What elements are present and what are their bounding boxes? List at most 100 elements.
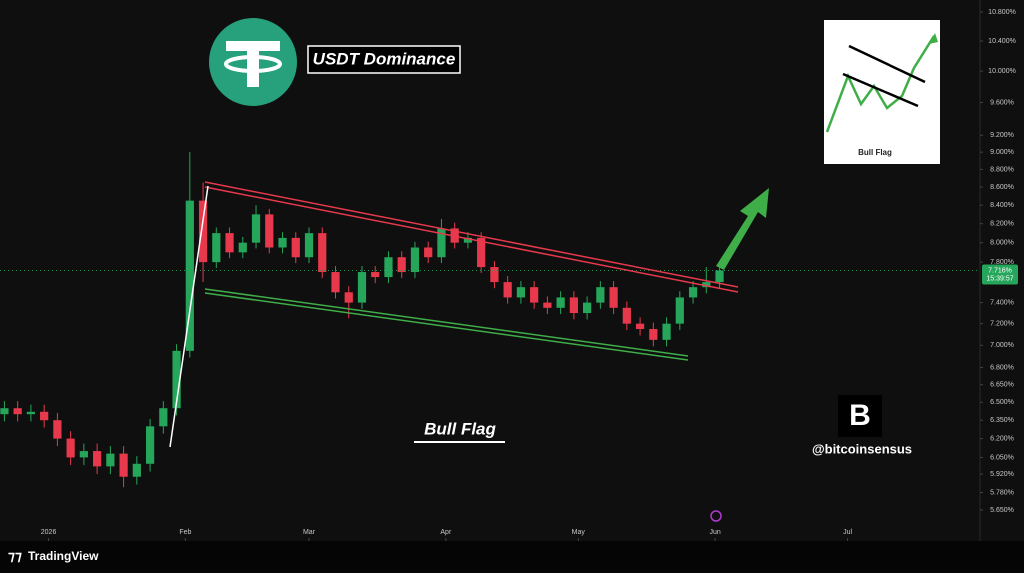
inset-label: Bull Flag — [858, 148, 892, 157]
x-tick-label: Feb — [179, 529, 191, 536]
brand-icon: ⁊⁊ — [8, 548, 22, 564]
candle-body — [715, 270, 724, 283]
candle-body — [622, 307, 631, 324]
y-tick-label: 6.500% — [990, 399, 1014, 406]
candle-body — [635, 323, 645, 330]
y-tick-label: 5.920% — [990, 471, 1014, 478]
candle-body — [437, 228, 446, 258]
x-tick-label: Mar — [303, 529, 316, 536]
y-tick-label: 6.650% — [990, 382, 1014, 389]
candle-body — [662, 323, 671, 340]
lower-trendline — [204, 288, 689, 357]
y-tick-label: 7.200% — [990, 321, 1014, 328]
y-tick-label: 8.000% — [990, 240, 1014, 247]
y-tick-label: 8.400% — [990, 202, 1014, 209]
candle-body — [291, 237, 300, 258]
inset-pattern — [825, 35, 936, 133]
candle-body — [516, 287, 526, 298]
candle-body — [172, 350, 181, 409]
x-tick-label: Apr — [440, 529, 452, 536]
candle-body — [278, 237, 287, 248]
candle-body — [583, 302, 592, 314]
candle-body — [93, 451, 102, 467]
candle-body — [79, 451, 88, 458]
y-tick-label: 7.000% — [990, 342, 1014, 349]
candle-body — [530, 287, 539, 303]
y-tick-label: 6.050% — [990, 454, 1014, 461]
countdown: 15:39:57 — [986, 275, 1013, 282]
last-price-box — [982, 264, 1018, 285]
title: USDT Dominance — [313, 49, 456, 68]
brand-logo: B — [849, 399, 871, 432]
candle-body — [463, 237, 473, 243]
annotation: Bull Flag — [424, 419, 496, 438]
brand: TradingView — [28, 549, 99, 563]
candle-body — [357, 272, 367, 303]
inset-line — [848, 44, 926, 84]
candle-body — [702, 282, 711, 288]
watermark: @bitcoinsensus — [812, 441, 912, 456]
title-box — [307, 45, 461, 74]
candle-body — [66, 438, 75, 458]
upper-trendline — [204, 186, 739, 293]
flagpole — [169, 185, 209, 448]
candle-body — [159, 408, 168, 427]
candle-body — [609, 287, 618, 308]
candle-body — [596, 287, 605, 303]
y-tick-label: 10.800% — [988, 9, 1016, 16]
candle-body — [371, 272, 380, 278]
candle-body — [132, 463, 141, 477]
y-tick-label: 6.350% — [990, 417, 1014, 424]
y-tick-label: 10.400% — [988, 38, 1016, 45]
candle-body — [251, 214, 261, 243]
x-tick-label: Jul — [843, 529, 852, 536]
plot — [0, 11, 983, 541]
candle-body — [119, 453, 128, 477]
x-tick-label: Jun — [709, 529, 720, 536]
candle-body — [225, 233, 234, 253]
y-tick-label: 6.800% — [990, 364, 1014, 371]
candle-body — [503, 282, 512, 298]
upper-trendline — [204, 181, 739, 288]
candle-body — [410, 247, 420, 273]
candle-body — [198, 200, 208, 263]
y-tick-label: 5.650% — [990, 507, 1014, 514]
y-tick-label: 8.200% — [990, 221, 1014, 228]
candle-body — [477, 237, 486, 268]
candle-body — [238, 242, 247, 253]
candle-body — [649, 329, 658, 340]
candle-body — [318, 233, 327, 273]
y-tick-label: 9.600% — [990, 99, 1014, 106]
candle-body — [0, 408, 9, 415]
x-tick-label: May — [572, 529, 586, 536]
candle-body — [688, 287, 698, 298]
event-icon — [710, 510, 722, 522]
y-tick-label: 5.780% — [990, 489, 1014, 496]
candle-body — [185, 200, 194, 351]
candle-body — [40, 411, 49, 421]
candle-body — [424, 247, 433, 258]
x-tick-label: 2026 — [41, 529, 57, 536]
candle-body — [331, 272, 340, 293]
candle-body — [556, 297, 565, 308]
candle-body — [344, 292, 353, 303]
y-tick-label: 8.800% — [990, 166, 1014, 173]
candle-body — [304, 233, 314, 258]
candle-body — [384, 257, 393, 278]
y-tick-label: 8.600% — [990, 184, 1014, 191]
candle-body — [265, 214, 274, 248]
y-tick-label: 6.200% — [990, 435, 1014, 442]
candle-body — [212, 233, 221, 263]
y-tick-label: 9.000% — [990, 149, 1014, 156]
candle-body — [53, 420, 62, 439]
inset-arrow — [929, 33, 938, 44]
lower-trendline — [204, 292, 689, 361]
candle-body — [397, 257, 406, 273]
candle-body — [569, 297, 578, 314]
tether-logo — [224, 55, 282, 73]
y-tick-label: 7.400% — [990, 299, 1014, 306]
candle-body — [13, 408, 22, 415]
footer-bar — [0, 541, 1024, 573]
candle-body — [145, 426, 155, 464]
